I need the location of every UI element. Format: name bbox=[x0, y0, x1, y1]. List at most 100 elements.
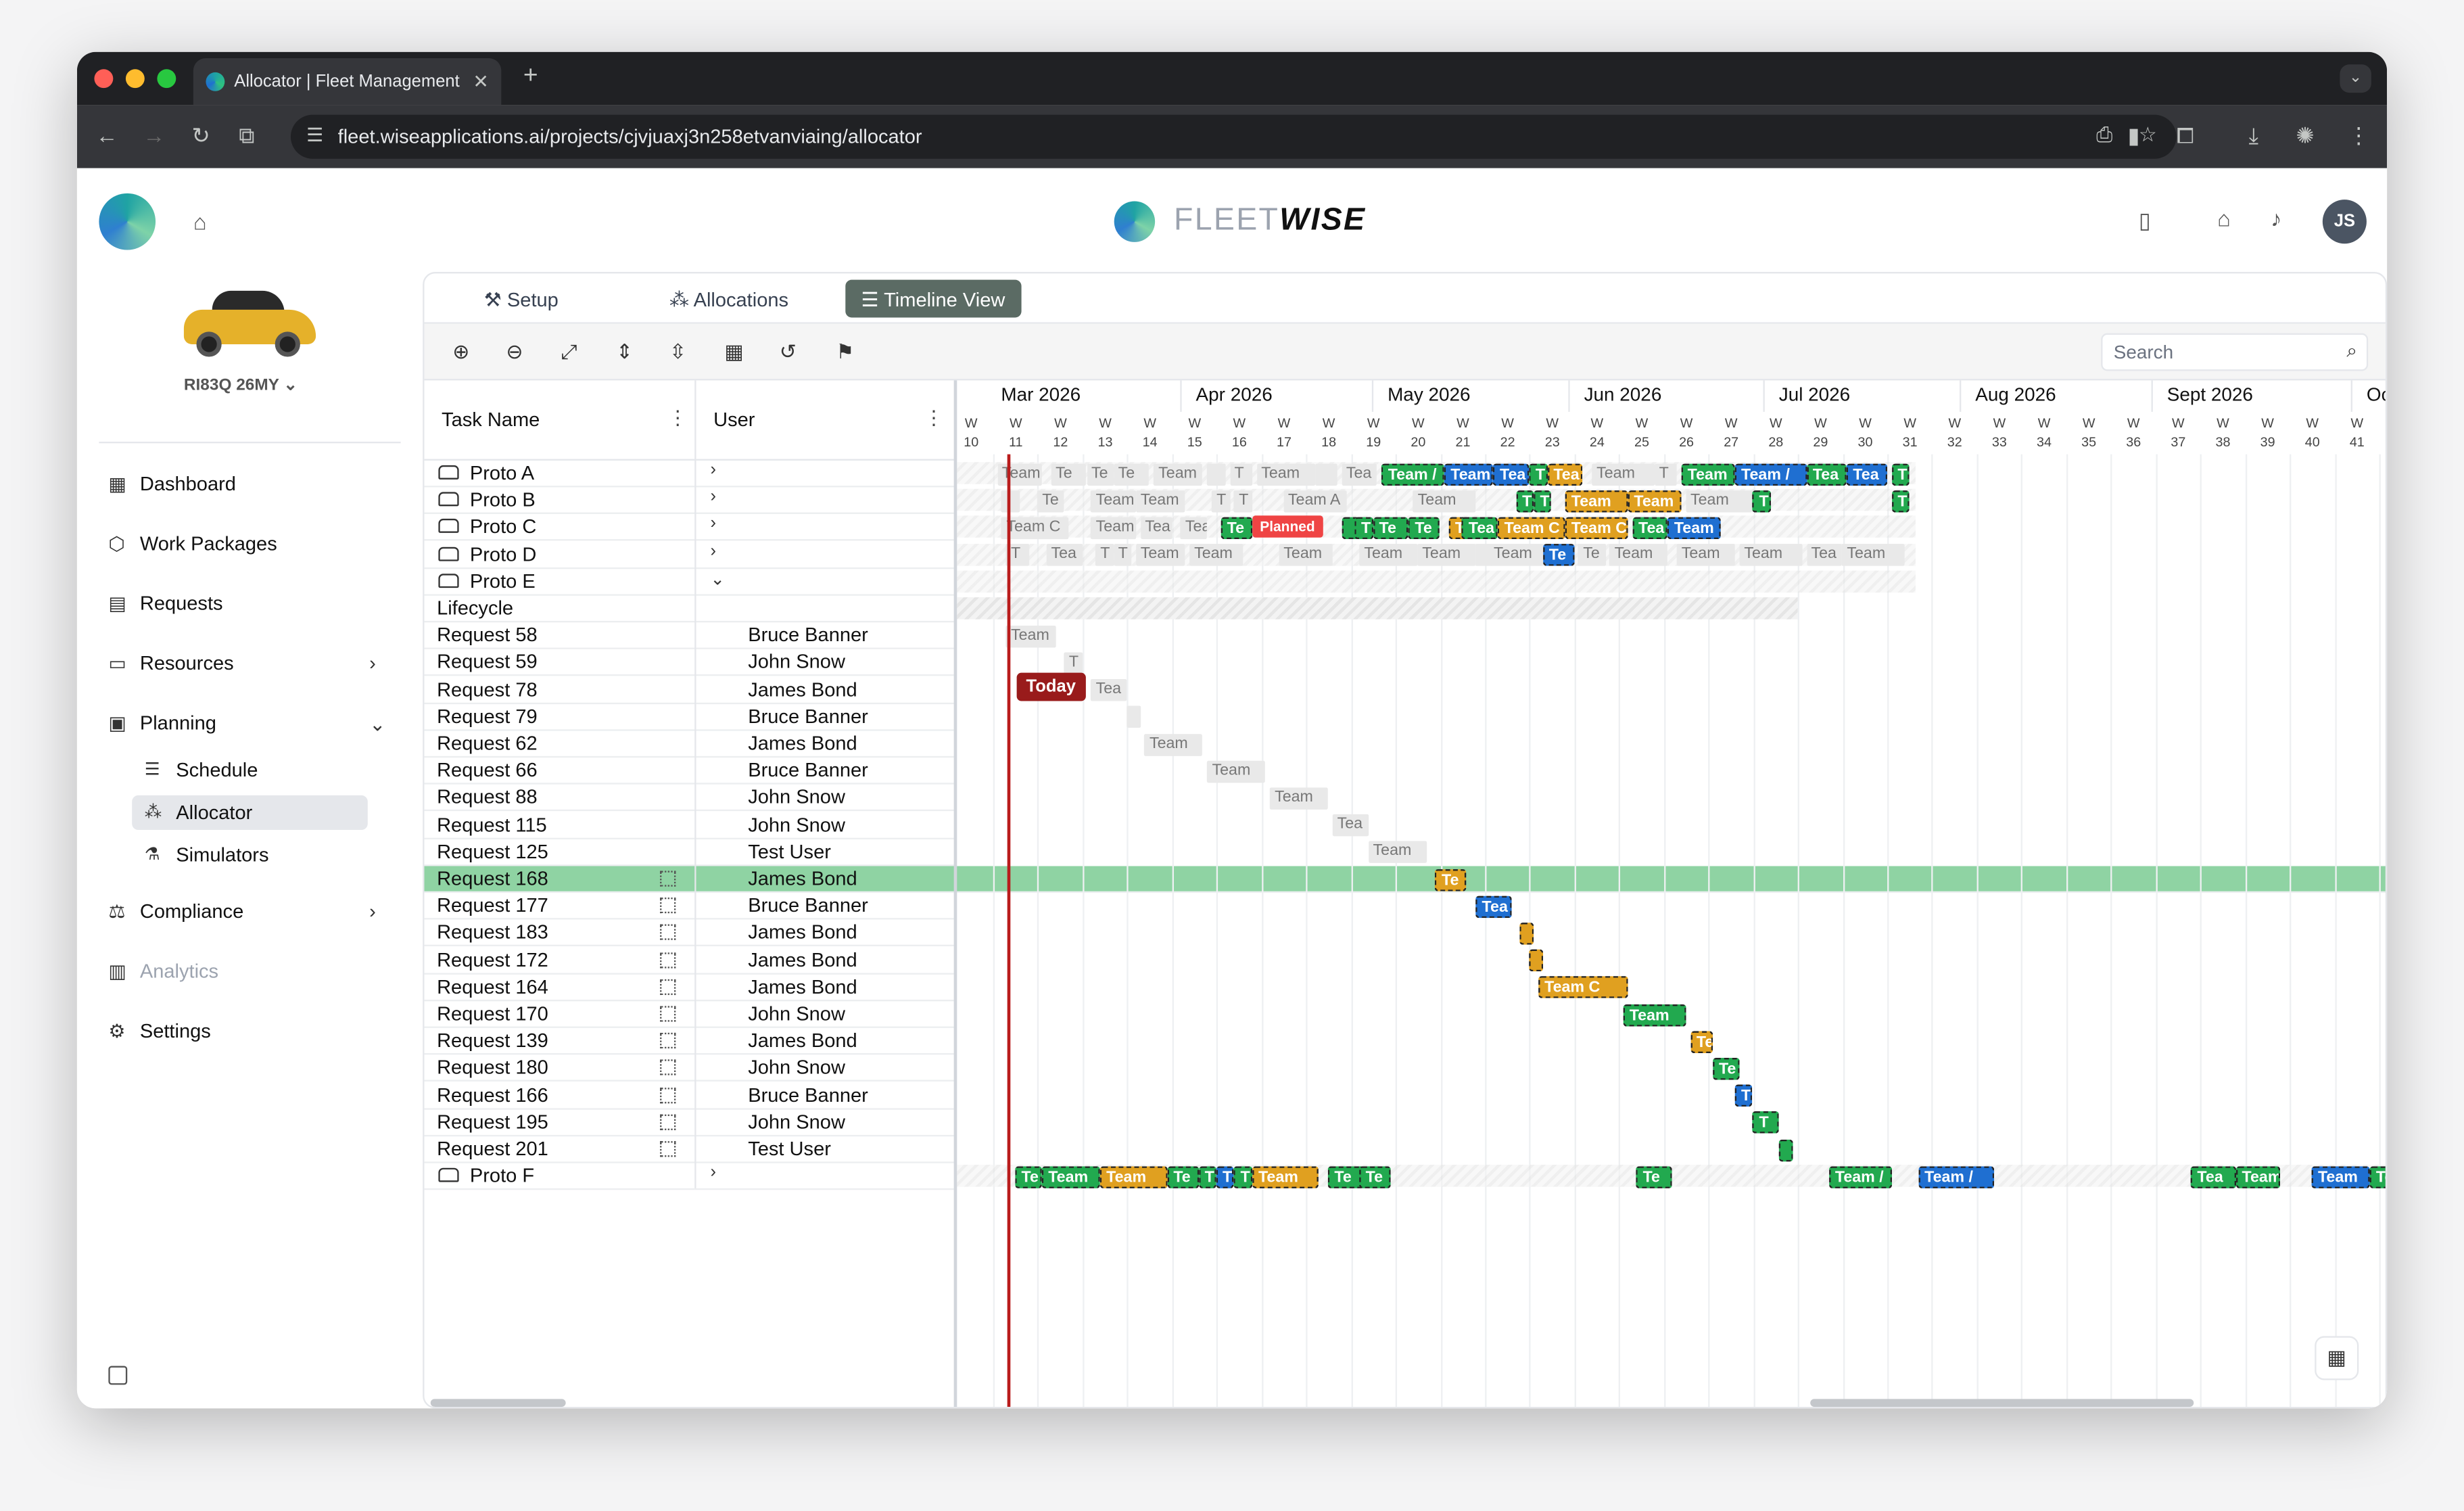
green-allocation-bar[interactable]: Tea bbox=[2191, 1165, 2236, 1188]
sidebar-subitem-simulators[interactable]: ⚗ Simulators bbox=[132, 838, 368, 873]
ghost-allocation-bar[interactable]: Tea bbox=[1341, 463, 1377, 485]
table-row[interactable]: Request 125 Test User bbox=[424, 839, 955, 866]
ghost-allocation-bar[interactable]: Team bbox=[1686, 490, 1753, 512]
table-row[interactable]: Proto D › bbox=[424, 542, 955, 569]
blue-allocation-bar[interactable]: Team / bbox=[1918, 1165, 1995, 1188]
green-allocation-bar[interactable]: T bbox=[1891, 463, 1910, 485]
ghost-allocation-bar[interactable]: Tea bbox=[1332, 814, 1369, 837]
ghost-allocation-bar[interactable]: Team bbox=[1135, 490, 1185, 512]
ghost-allocation-bar[interactable]: Team bbox=[1144, 733, 1203, 756]
bell-icon[interactable]: ♪ bbox=[2271, 206, 2282, 231]
drag-handle-icon[interactable] bbox=[660, 1114, 676, 1130]
table-row[interactable]: Request 195 John Snow bbox=[424, 1109, 955, 1136]
ghost-allocation-bar[interactable]: Tea bbox=[1180, 517, 1208, 539]
flag-icon[interactable]: ⚑ bbox=[836, 339, 855, 363]
home-icon[interactable]: ⌂ bbox=[2217, 206, 2231, 231]
browser-tab[interactable]: Allocator | Fleet Management ✕ bbox=[193, 57, 502, 106]
ghost-allocation-bar[interactable]: Te bbox=[1051, 463, 1087, 485]
orange-allocation-bar[interactable]: Team C bbox=[1498, 517, 1565, 539]
blue-allocation-bar[interactable]: Team bbox=[1667, 517, 1722, 539]
ghost-allocation-bar[interactable]: T bbox=[1229, 463, 1252, 485]
ghost-allocation-bar[interactable]: Team bbox=[1417, 544, 1476, 566]
ghost-allocation-bar[interactable]: Tea bbox=[1091, 679, 1127, 701]
ghost-allocation-bar[interactable]: Te bbox=[1578, 544, 1605, 566]
table-row[interactable]: Request 62 James Bond bbox=[424, 731, 955, 758]
table-row[interactable]: Proto E ⌄ bbox=[424, 569, 955, 596]
table-row[interactable]: Request 172 James Bond bbox=[424, 947, 955, 974]
ghost-allocation-bar[interactable]: Team bbox=[1207, 760, 1266, 783]
ghost-allocation-bar[interactable]: Te bbox=[1037, 490, 1064, 512]
orange-allocation-bar[interactable]: Team bbox=[1099, 1165, 1168, 1188]
green-allocation-bar[interactable]: T bbox=[1198, 1165, 1216, 1188]
table-row[interactable]: Request 177 Bruce Banner bbox=[424, 893, 955, 920]
ghost-allocation-bar[interactable] bbox=[1127, 706, 1141, 728]
drag-handle-icon[interactable] bbox=[660, 1033, 676, 1049]
chevron-right-icon[interactable]: › bbox=[710, 1163, 716, 1183]
column-header-user[interactable]: User bbox=[713, 409, 755, 431]
ghost-allocation-bar[interactable] bbox=[1207, 463, 1225, 485]
drag-handle-icon[interactable] bbox=[660, 979, 676, 995]
blue-allocation-bar[interactable]: Team bbox=[1444, 463, 1494, 485]
ghost-allocation-bar[interactable]: Te bbox=[1113, 463, 1150, 485]
table-row[interactable]: Request 180 John Snow bbox=[424, 1055, 955, 1082]
table-row[interactable]: Request 66 Bruce Banner bbox=[424, 758, 955, 785]
ghost-allocation-bar[interactable]: Tea bbox=[1046, 544, 1083, 566]
chevron-right-icon[interactable]: › bbox=[710, 460, 716, 480]
vehicle-selector[interactable]: RI83Q 26MY ⌄ bbox=[183, 375, 298, 395]
drag-handle-icon[interactable] bbox=[660, 1087, 676, 1103]
ghost-allocation-bar[interactable]: Team bbox=[1006, 625, 1056, 647]
sidebar-subitem-allocator[interactable]: ⁂ Allocator bbox=[132, 795, 368, 831]
table-row[interactable]: Request 58 Bruce Banner bbox=[424, 623, 955, 650]
ghost-allocation-bar[interactable]: T bbox=[1212, 490, 1230, 512]
calendar-icon[interactable]: ▦ bbox=[724, 339, 744, 363]
table-row[interactable]: Proto F › bbox=[424, 1163, 955, 1190]
orange-allocation-bar[interactable]: Te bbox=[1435, 868, 1467, 891]
ghost-allocation-bar[interactable]: Team bbox=[1135, 544, 1185, 566]
extension-icon[interactable]: ▮ bbox=[2127, 122, 2140, 148]
ghost-allocation-bar[interactable]: Team bbox=[1154, 463, 1203, 485]
ghost-allocation-bar[interactable]: Team bbox=[1091, 490, 1136, 512]
orange-allocation-bar[interactable]: Team C bbox=[1538, 976, 1628, 999]
ghost-allocation-bar[interactable]: Team bbox=[1359, 544, 1418, 566]
ghost-allocation-bar[interactable]: Team bbox=[1592, 463, 1655, 485]
maximize-window-button[interactable] bbox=[157, 69, 176, 89]
ghost-allocation-bar[interactable]: Team bbox=[1489, 544, 1543, 566]
drag-handle-icon[interactable] bbox=[660, 898, 676, 914]
browser-menu-icon[interactable]: ⋮ bbox=[2348, 122, 2370, 148]
green-allocation-bar[interactable]: Te bbox=[1328, 1165, 1364, 1188]
ghost-allocation-bar[interactable]: Team C bbox=[1001, 517, 1069, 539]
grid-horizontal-scrollbar[interactable] bbox=[430, 1399, 566, 1407]
fit-to-screen-icon[interactable]: ⤢ bbox=[561, 339, 577, 363]
blue-allocation-bar[interactable]: Tea bbox=[1493, 463, 1530, 485]
bookmark-star-icon[interactable]: ☆ bbox=[2138, 122, 2158, 147]
expand-rows-icon[interactable]: ⇕ bbox=[616, 339, 634, 363]
bookmark-icon[interactable]: ▯ bbox=[2138, 207, 2151, 233]
ghost-allocation-bar[interactable]: Team bbox=[1189, 544, 1243, 566]
factory-icon[interactable]: ⌂ bbox=[193, 209, 207, 235]
orange-allocation-bar[interactable]: Team bbox=[1628, 490, 1682, 512]
table-row[interactable]: Request 79 Bruce Banner bbox=[424, 704, 955, 731]
table-row[interactable]: Request 78 James Bond bbox=[424, 677, 955, 704]
jump-to-date-icon[interactable]: ▦ bbox=[2315, 1336, 2359, 1380]
table-row[interactable]: Request 168 James Bond bbox=[424, 866, 2386, 893]
blue-allocation-bar[interactable]: Te bbox=[1542, 544, 1574, 566]
table-row[interactable]: Request 183 James Bond bbox=[424, 920, 955, 947]
ghost-allocation-bar[interactable]: Team bbox=[1256, 463, 1315, 485]
ghost-allocation-bar[interactable]: Team bbox=[997, 463, 1042, 485]
reload-icon[interactable]: ↻ bbox=[191, 122, 210, 148]
ghost-allocation-bar[interactable]: T bbox=[1064, 652, 1083, 674]
table-row[interactable]: Request 115 John Snow bbox=[424, 812, 955, 839]
table-row[interactable]: Request 164 James Bond bbox=[424, 974, 955, 1001]
forward-icon[interactable]: → bbox=[143, 122, 166, 148]
install-app-icon[interactable]: ⎙ bbox=[2096, 122, 2113, 147]
drag-handle-icon[interactable] bbox=[660, 1060, 676, 1076]
new-tab-icon[interactable]: + bbox=[523, 62, 538, 90]
back-icon[interactable]: ← bbox=[95, 122, 118, 148]
green-allocation-bar[interactable]: Team / bbox=[1381, 463, 1444, 485]
green-allocation-bar[interactable]: Tea bbox=[1462, 517, 1498, 539]
drag-handle-icon[interactable] bbox=[660, 1006, 676, 1022]
blue-allocation-bar[interactable]: T bbox=[1216, 1165, 1235, 1188]
table-row[interactable]: Request 59 John Snow bbox=[424, 650, 955, 677]
drag-handle-icon[interactable] bbox=[660, 1141, 676, 1157]
ghost-allocation-bar[interactable]: Team bbox=[1368, 841, 1427, 864]
